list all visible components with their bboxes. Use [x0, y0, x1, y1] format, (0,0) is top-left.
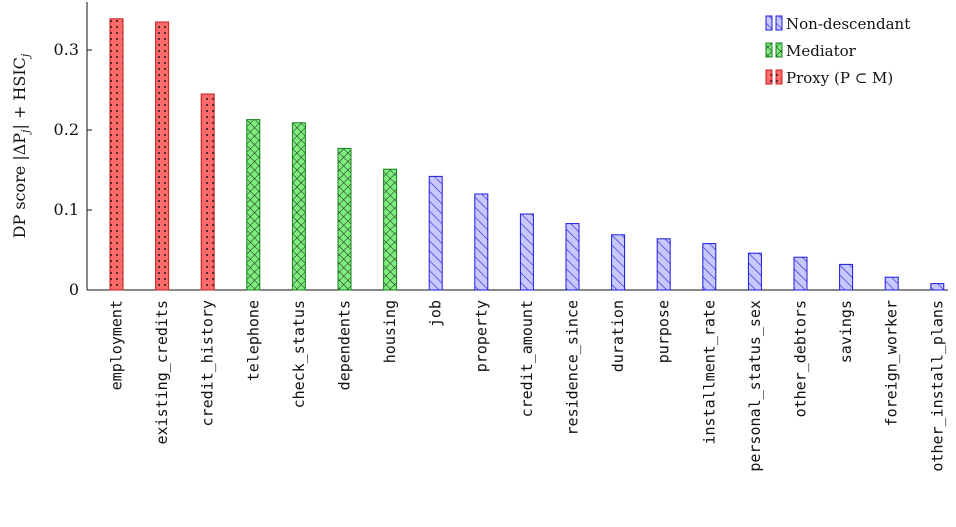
- bar-personal-status-sex: [747, 252, 762, 291]
- legend-label-nondesc: Non-descendant: [786, 15, 910, 33]
- bar-other-debtors: [793, 256, 808, 291]
- y-tick-label: 0.1: [54, 200, 79, 219]
- x-tick-label: job: [427, 300, 445, 327]
- y-tick-label: 0.2: [54, 120, 79, 139]
- legend-label-proxy: Proxy (P ⊂ M): [786, 69, 893, 87]
- bar-existing-credits: [155, 21, 170, 291]
- y-tick-label: 0.3: [54, 40, 79, 59]
- bar-property: [474, 193, 489, 291]
- legend-swatch-nondesc-2: [775, 15, 783, 31]
- x-tick-label: installment_rate: [700, 300, 718, 445]
- legend-item-nondesc: Non-descendant: [765, 15, 910, 33]
- x-tick-label: residence_since: [564, 300, 582, 435]
- y-axis-label-mid: | + HSIC: [10, 57, 29, 129]
- x-tick-label: credit_history: [199, 300, 217, 426]
- x-tick-label: purpose: [655, 300, 673, 363]
- legend-item-proxy: Proxy (P ⊂ M): [765, 69, 893, 87]
- bar-installment-rate: [702, 243, 717, 291]
- x-tick-label: other_debtors: [792, 300, 810, 417]
- bar-housing: [383, 168, 398, 291]
- legend-label-mediator: Mediator: [786, 42, 857, 60]
- bar-dependents: [337, 147, 352, 291]
- bars: [109, 18, 945, 291]
- legend-item-mediator: Mediator: [765, 42, 857, 60]
- y-axis-label: DP score |ΔPj| + HSICj: [10, 53, 32, 238]
- x-tick-label: duration: [609, 300, 627, 372]
- legend-swatch-mediator-2: [775, 42, 783, 58]
- x-tick-label: personal_status_sex: [746, 300, 764, 472]
- bar-other-install-plans: [930, 283, 945, 291]
- x-tick-label: employment: [108, 300, 126, 390]
- legend-swatch-proxy-2: [775, 69, 783, 85]
- bar-savings: [839, 263, 854, 291]
- bar-employment: [109, 18, 124, 291]
- bar-telephone: [246, 119, 261, 291]
- x-tick-label: existing_credits: [153, 300, 171, 445]
- bar-duration: [611, 234, 626, 291]
- bar-purpose: [656, 238, 671, 291]
- y-axis-label-main: DP score |ΔP: [10, 133, 29, 239]
- legend-swatch-nondesc: [765, 15, 773, 31]
- y-ticks: 0 0.1 0.2 0.3: [54, 40, 92, 299]
- bar-foreign-worker: [884, 276, 899, 291]
- legend-swatch-mediator: [765, 42, 773, 58]
- bar-credit-amount: [519, 213, 534, 291]
- y-axis-label-sub2: j: [19, 53, 32, 60]
- x-tick-label: dependents: [336, 300, 354, 390]
- x-tick-label: housing: [381, 300, 399, 363]
- x-tick-label: property: [472, 300, 490, 372]
- x-tick-label: other_install_plans: [928, 300, 946, 472]
- y-tick-label: 0: [69, 280, 79, 299]
- x-ticks: employment existing_credits credit_history…: [108, 300, 947, 472]
- x-tick-label: credit_amount: [518, 300, 536, 417]
- y-axis-label-sub: j: [19, 129, 32, 136]
- x-tick-label: savings: [837, 300, 855, 363]
- bar-credit-history: [200, 93, 215, 291]
- legend-swatch-proxy: [765, 69, 773, 85]
- legend: Non-descendant Mediator Proxy (P ⊂ M): [765, 15, 910, 87]
- x-tick-label: check_status: [290, 300, 308, 408]
- bar-residence-since: [565, 223, 580, 291]
- bar-check-status: [291, 122, 306, 291]
- x-tick-label: foreign_worker: [883, 300, 901, 426]
- x-tick-label: telephone: [244, 300, 262, 381]
- bar-job: [428, 175, 443, 291]
